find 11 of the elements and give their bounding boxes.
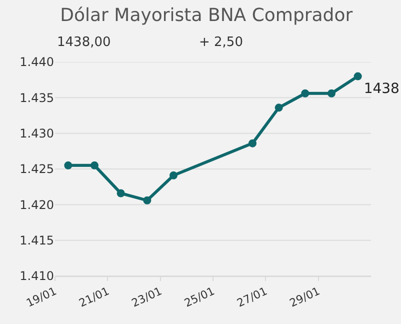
y-tick-label: 1.440 <box>20 55 54 70</box>
y-tick-label: 1.415 <box>20 234 54 248</box>
chart-title: Dólar Mayorista BNA Comprador <box>60 4 354 26</box>
data-label: 1438 <box>364 80 400 97</box>
y-tick-label: 1.435 <box>20 90 54 105</box>
chart-subtitle: 1438,00 <box>57 35 111 50</box>
y-tick-label: 1.420 <box>20 198 54 212</box>
y-tick-label: 1.410 <box>20 269 54 284</box>
y-tick-label: 1.425 <box>20 162 54 176</box>
y-tick-label: 1.430 <box>20 126 54 141</box>
text: + 2,50 <box>199 35 243 50</box>
